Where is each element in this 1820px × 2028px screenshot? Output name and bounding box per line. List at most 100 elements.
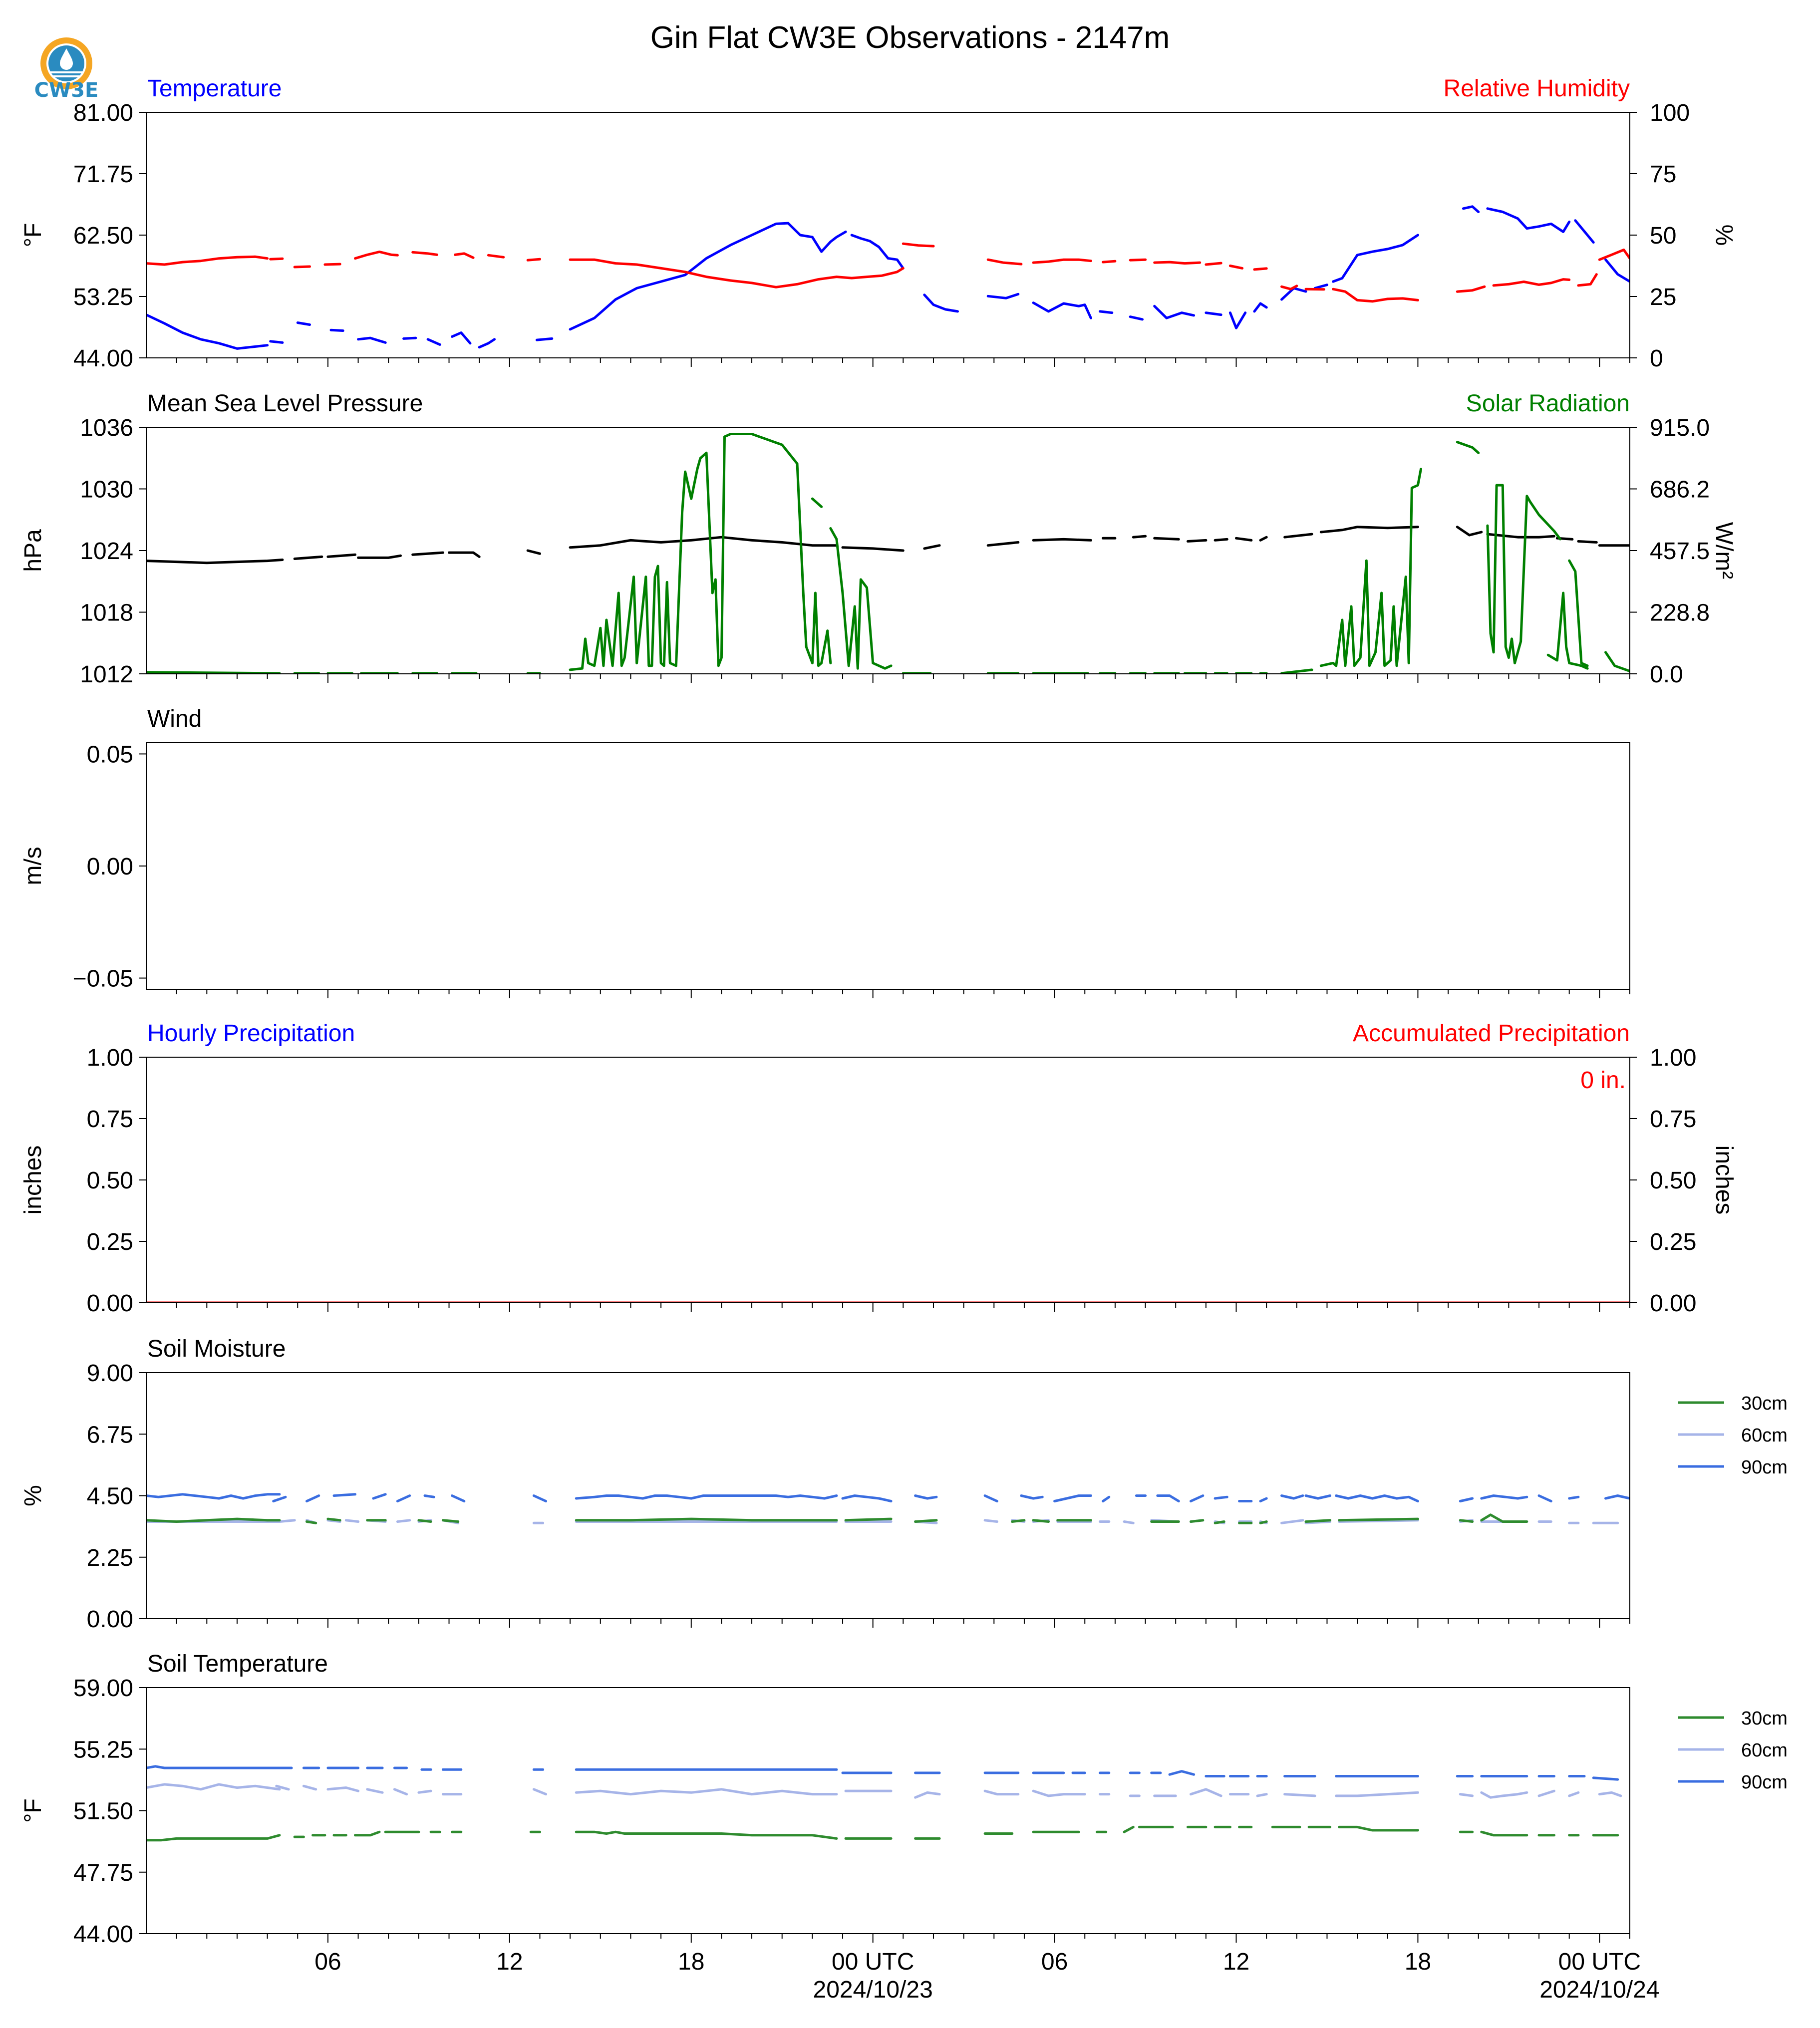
temperature-humidity-series-right-seg-6 [454, 252, 475, 259]
soil-temperature-series-60cm-seg-4 [366, 1788, 384, 1794]
panel-soil-moisture: 9.00 6.75 4.50 2.25 0.00% Soil Moisture 30cm 60… [20, 1336, 1788, 1633]
soil-moisture-series-90cm-seg-12 [983, 1494, 998, 1502]
soil-moisture-series-90cm-seg-25 [1459, 1497, 1474, 1502]
panel-pressure-solar: 1036 1030 1024 1018 1012 915.0 686.2 457.5 228.8… [20, 390, 1737, 688]
precipitation-ytick-label: 1.00 [87, 1045, 133, 1071]
temperature-humidity-series-left-seg-11 [850, 234, 905, 270]
x-tick-label: 18 [1405, 1949, 1431, 1975]
soil-moisture-series-30cm-seg-5 [441, 1519, 460, 1523]
precipitation-ytick-label: 0.25 [87, 1229, 133, 1255]
temperature-humidity-series-left-seg-26 [1574, 219, 1595, 244]
soil-temperature-series-60cm-seg-6 [417, 1789, 432, 1794]
pressure-solar-series-right-seg-24 [1546, 591, 1589, 670]
soil-temperature-series-30cm-seg-4 [354, 1830, 381, 1837]
temperature-humidity-series-right-seg-22 [1456, 285, 1486, 293]
pressure-solar-y2tick-label: 457.5 [1650, 538, 1710, 565]
soil-moisture-series-90cm-seg-7 [451, 1494, 466, 1502]
soil-moisture-series-30cm-seg-16 [1259, 1520, 1268, 1524]
pressure-solar-ytick-label: 1024 [80, 538, 133, 565]
soil-temperature-series-60cm-seg-21 [1335, 1791, 1419, 1797]
soil-moisture-series-90cm-seg-11 [914, 1494, 938, 1500]
precipitation-title: Hourly Precipitation [147, 1020, 355, 1047]
pressure-solar-series-right-seg-23 [1486, 484, 1561, 664]
precipitation-y2tick-label: 0.00 [1650, 1290, 1696, 1317]
soil-moisture-series-90cm-seg-28 [1568, 1495, 1580, 1500]
soil-temperature-series-30cm-seg-22 [1338, 1825, 1419, 1832]
x-tick-label: 00 UTC [832, 1949, 914, 1975]
temperature-humidity-series-left-seg-23 [1332, 234, 1419, 283]
pressure-solar-series-left-seg-22 [1486, 533, 1555, 539]
soil-moisture-series-30cm-seg-18 [1338, 1517, 1419, 1522]
pressure-solar-series-left-seg-14 [1153, 537, 1180, 541]
panel-wind: 0.05 0.00 −0.05 m/s Wind [20, 706, 1630, 998]
soil-moisture-series-30cm-seg-20 [1480, 1513, 1528, 1523]
temperature-humidity-series-left-seg-15 [1099, 310, 1114, 314]
pressure-solar-y2tick-label: 915.0 [1650, 415, 1710, 441]
pressure-solar-ytick-label: 1018 [80, 600, 133, 626]
pressure-solar-ytick-label: 1012 [80, 661, 133, 688]
temperature-humidity-series-right-seg-10 [902, 242, 935, 248]
soil-temperature-ytick-label: 55.25 [73, 1737, 133, 1763]
soil-temperature-legend-90cm: 90cm [1741, 1772, 1788, 1793]
soil-moisture-title: Soil Moisture [147, 1336, 286, 1362]
wind-ylabel: m/s [20, 847, 46, 885]
precipitation-ytick-label: 0.75 [87, 1106, 133, 1133]
temperature-humidity-series-right-seg-20 [1304, 288, 1325, 291]
temperature-humidity-right-title: Relative Humidity [1444, 75, 1630, 102]
pressure-solar-ytick-label: 1036 [80, 415, 133, 441]
pressure-solar-series-right-seg-0 [146, 671, 281, 674]
pressure-solar-series-left-seg-17 [1235, 537, 1253, 542]
pressure-solar-series-left-seg-6 [526, 549, 541, 555]
precipitation-ylabel: inches [20, 1146, 46, 1215]
soil-moisture-series-30cm-seg-17 [1304, 1519, 1331, 1523]
pressure-solar-series-left-seg-4 [411, 551, 444, 556]
x-tick-label: 18 [678, 1949, 704, 1975]
temperature-humidity-series-left-seg-8 [478, 338, 496, 349]
soil-moisture-series-30cm-seg-10 [1032, 1519, 1050, 1523]
pressure-solar-series-left-seg-15 [1187, 539, 1208, 543]
temperature-humidity-series-left-seg-13 [986, 292, 1020, 299]
soil-temperature-ytick-label: 47.75 [73, 1860, 133, 1886]
soil-temperature-ytick-label: 44.00 [73, 1921, 133, 1948]
soil-moisture-series-30cm-seg-8 [914, 1519, 938, 1523]
temperature-humidity-series-left-seg-7 [451, 331, 472, 345]
soil-temperature-series-60cm-seg-11 [914, 1791, 941, 1799]
temperature-humidity-series-left-seg-17 [1153, 304, 1196, 319]
soil-moisture-series-90cm-seg-10 [841, 1494, 893, 1502]
soil-temperature-series-60cm-seg-24 [1537, 1789, 1555, 1797]
soil-temperature-series-30cm-seg-9 [575, 1830, 838, 1840]
soil-moisture-series-90cm-seg-13 [1020, 1494, 1044, 1500]
pressure-solar-series-left-seg-10 [986, 541, 1020, 547]
x-tick-label: 12 [1223, 1949, 1249, 1975]
soil-moisture-series-90cm-seg-21 [1259, 1497, 1268, 1502]
pressure-solar-right-title: Solar Radiation [1466, 390, 1630, 417]
pressure-solar-series-left-seg-19 [1283, 533, 1313, 539]
soil-moisture-series-90cm-seg-4 [372, 1493, 387, 1500]
panel-temperature-humidity: 81.00 71.75 62.50 53.25 44.00 100 75 50 25 0 °F % Te… [20, 75, 1737, 372]
soil-temperature-series-60cm-seg-1 [275, 1784, 290, 1791]
soil-temperature-series-60cm-seg-0 [146, 1783, 281, 1791]
soil-moisture-series-90cm-seg-14 [1053, 1494, 1092, 1502]
soil-moisture-ytick-label: 2.25 [87, 1545, 133, 1571]
soil-moisture-ytick-label: 6.75 [87, 1422, 133, 1448]
pressure-solar-series-left-seg-2 [326, 553, 356, 558]
temperature-humidity-series-right-seg-7 [487, 254, 505, 259]
soil-temperature-series-60cm-seg-2 [302, 1784, 317, 1791]
temperature-humidity-ytick-label: 44.00 [73, 345, 133, 372]
soil-moisture-legend-30cm: 30cm [1741, 1393, 1788, 1414]
panel-precipitation: 1.00 0.75 0.50 0.25 0.00 1.00 0.75 0.50 0.25 0.00… [20, 1020, 1737, 1317]
temperature-humidity-series-left-seg-10 [569, 222, 847, 331]
pressure-solar-series-left-seg-20 [1319, 526, 1419, 534]
soil-temperature-series-30cm-seg-0 [146, 1834, 281, 1842]
soil-temperature-series-90cm-seg-28 [1592, 1776, 1619, 1781]
soil-moisture-legend: 30cm 60cm 90cm [1678, 1393, 1788, 1478]
pressure-solar-series-left-seg-9 [923, 544, 941, 550]
soil-moisture-series-90cm-seg-29 [1604, 1494, 1630, 1500]
x-tick-label: 06 [1041, 1949, 1068, 1975]
soil-moisture-series-30cm-seg-6 [575, 1517, 838, 1522]
precipitation-frame [146, 1057, 1630, 1303]
soil-moisture-series-60cm-seg-25 [1304, 1520, 1331, 1524]
soil-moisture-series-60cm-seg-6 [396, 1519, 411, 1523]
soil-moisture-series-60cm-seg-3 [326, 1519, 341, 1523]
